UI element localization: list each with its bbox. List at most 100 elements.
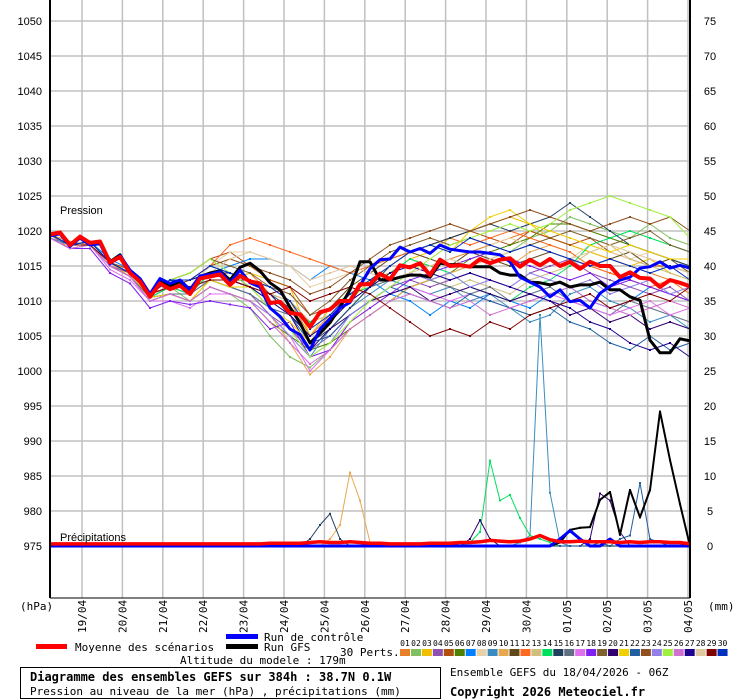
x-tick-label: 03/05 bbox=[642, 600, 655, 633]
pressure-pert-23-point bbox=[489, 223, 491, 225]
pressure-pert-25-point bbox=[489, 230, 491, 232]
x-tick-label: 22/04 bbox=[197, 600, 210, 633]
precip-pert-14 bbox=[49, 459, 691, 547]
precip-pert-20 bbox=[49, 492, 691, 547]
pressure-pert-25-point bbox=[389, 286, 391, 288]
pressure-pert-20-point bbox=[509, 300, 511, 302]
pressure-pert-18-point bbox=[469, 258, 471, 260]
pressure-pert-18-point bbox=[249, 307, 251, 309]
pressure-pert-29-point bbox=[269, 293, 271, 295]
pressure-pert-16-point bbox=[549, 286, 551, 288]
member-legend-label: 15 bbox=[553, 639, 563, 648]
pressure-pert-25-point bbox=[209, 258, 211, 260]
axis-ticks: 9759809859909951000100510101015102010251… bbox=[18, 16, 717, 633]
member-legend-label: 21 bbox=[619, 639, 629, 648]
pressure-pert-26-point bbox=[629, 314, 631, 316]
member-legend-label: 19 bbox=[597, 639, 607, 648]
pressure-pert-19-point bbox=[589, 237, 591, 239]
pressure-pert-18-point bbox=[369, 307, 371, 309]
pressure-pert-18-point bbox=[169, 300, 171, 302]
pressure-pert-18-point bbox=[409, 279, 411, 281]
chart-title: Diagramme des ensembles GEFS sur 384h : … bbox=[30, 670, 392, 684]
pressure-pert-15-point bbox=[589, 216, 591, 218]
pressure-pert-23-point bbox=[389, 244, 391, 246]
precip-gfs-point bbox=[599, 498, 601, 501]
pressure-pert-26-point bbox=[529, 300, 531, 302]
x-tick-label: 04/05 bbox=[682, 600, 695, 633]
pressure-pert-30-point bbox=[649, 272, 651, 274]
pressure-pert-12-point bbox=[529, 237, 531, 239]
member-legend-swatch bbox=[400, 649, 410, 656]
pressure-pert-27-point bbox=[589, 321, 591, 323]
pressure-pert-30-point bbox=[609, 258, 611, 260]
legend-gfs-label: Run GFS bbox=[264, 641, 310, 654]
pressure-pert-26-point bbox=[449, 307, 451, 309]
pressure-pert-23-point bbox=[369, 258, 371, 260]
x-tick-label: 21/04 bbox=[157, 600, 170, 633]
pressure-pert-26-point bbox=[109, 265, 111, 267]
pressure-pert-26-point bbox=[229, 293, 231, 295]
pressure-pert-30-point bbox=[489, 244, 491, 246]
pressure-pert-26-point bbox=[249, 300, 251, 302]
pressure-pert-26-point bbox=[649, 307, 651, 309]
left-tick-label: 975 bbox=[24, 541, 42, 553]
pressure-pert-19-point bbox=[249, 272, 251, 274]
pressure-pert-10-point bbox=[329, 356, 331, 358]
right-tick-label: 15 bbox=[704, 436, 716, 448]
pressure-pert-06-point bbox=[509, 244, 511, 246]
pressure-pert-12-point bbox=[229, 244, 231, 246]
pressure-pert-18-point bbox=[229, 303, 231, 306]
pressure-pert-30-point bbox=[569, 258, 571, 260]
right-tick-label: 55 bbox=[704, 156, 716, 168]
member-legend-swatch bbox=[706, 649, 717, 656]
precip-pert-20-point bbox=[599, 492, 601, 495]
pressure-pert-24-point bbox=[669, 293, 671, 295]
pressure-pert-18-point bbox=[109, 272, 111, 274]
member-legend-swatch bbox=[487, 649, 498, 656]
pressure-pert-12-point bbox=[609, 272, 611, 274]
member-legend-swatch bbox=[432, 649, 443, 656]
left-tick-label: 1030 bbox=[18, 156, 42, 168]
member-legend-swatch bbox=[410, 649, 421, 656]
pressure-pert-27-point bbox=[629, 342, 631, 344]
legend-gfs-swatch bbox=[226, 644, 258, 649]
precip-mean-line bbox=[50, 533, 691, 546]
pressure-pert-25-point bbox=[309, 356, 311, 358]
x-tick-label: 20/04 bbox=[116, 600, 129, 633]
pressure-pert-15-point bbox=[349, 307, 351, 309]
pressure-pert-19-point bbox=[649, 230, 651, 232]
pressure-pert-26-point bbox=[329, 349, 331, 351]
pressure-pert-25-point bbox=[349, 321, 351, 323]
pressure-label: Pression bbox=[60, 205, 103, 217]
pressure-pert-22-point bbox=[589, 328, 591, 330]
pressure-pert-09-point bbox=[609, 300, 611, 302]
pressure-pert-13-point bbox=[669, 272, 671, 274]
left-tick-label: 1035 bbox=[18, 121, 42, 133]
member-legend-swatch bbox=[476, 649, 487, 656]
pressure-pert-10-point bbox=[69, 240, 71, 243]
precip-pert-09-point bbox=[549, 491, 551, 494]
pressure-pert-13-point bbox=[469, 279, 471, 281]
pressure-pert-29-point bbox=[249, 286, 251, 288]
pressure-pert-27-point bbox=[369, 286, 371, 288]
pressure-pert-30-point bbox=[269, 286, 271, 288]
pressure-pert-05-point bbox=[269, 279, 271, 281]
x-tick-label: 29/04 bbox=[480, 600, 493, 633]
precip-pert-14-point bbox=[529, 534, 531, 537]
pressure-pert-21-point bbox=[509, 209, 511, 211]
member-legend-swatch bbox=[717, 649, 728, 656]
x-tick-label: 30/04 bbox=[520, 600, 533, 633]
pressure-pert-10-point bbox=[309, 373, 311, 376]
pressure-pert-30-point bbox=[449, 251, 451, 253]
pressure-pert-26-point bbox=[469, 300, 471, 302]
precip-pert-14-point bbox=[519, 517, 521, 519]
precip-pert-15-point bbox=[329, 512, 331, 515]
precip-pert-20-point bbox=[479, 519, 481, 522]
pressure-pert-23-point bbox=[309, 293, 311, 295]
pressure-pert-29-point bbox=[669, 300, 671, 302]
pressure-pert-25-point bbox=[429, 258, 431, 260]
right-tick-label: 25 bbox=[704, 366, 716, 378]
member-legend-label: 10 bbox=[499, 639, 509, 648]
pressure-pert-27-point bbox=[449, 279, 451, 281]
pressure-pert-25-point bbox=[449, 244, 451, 246]
